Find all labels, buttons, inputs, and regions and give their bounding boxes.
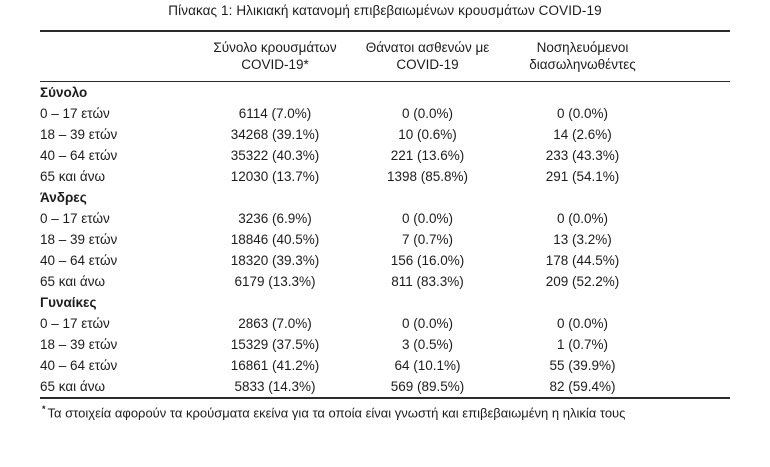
age-label: 18 – 39 ετών: [40, 126, 118, 142]
section-label: Γυναίκες: [40, 294, 97, 310]
age-label: 0 – 17 ετών: [40, 315, 110, 331]
spacer-cell: [660, 166, 730, 187]
cases-cell: 12030 (13.7%): [230, 168, 320, 184]
intubated-cell: 0 (0.0%): [556, 315, 609, 331]
table-row: 0 – 17 ετών 2863 (7.0%) 0 (0.0%) 0 (0.0%…: [40, 313, 730, 334]
deaths-cell: 156 (16.0%): [390, 252, 465, 268]
intubated-cell: 1 (0.7%): [556, 336, 609, 352]
age-label: 18 – 39 ετών: [40, 336, 118, 352]
deaths-cell: 3 (0.5%): [401, 336, 454, 352]
section-header-women: Γυναίκες: [40, 292, 730, 313]
spacer-cell: [660, 208, 730, 229]
deaths-cell: 7 (0.7%): [401, 231, 454, 247]
table-row: 40 – 64 ετών 16861 (41.2%) 64 (10.1%) 55…: [40, 355, 730, 376]
intubated-cell: 14 (2.6%): [553, 126, 612, 142]
section-header-total: Σύνολο: [40, 82, 730, 104]
age-label: 40 – 64 ετών: [40, 252, 118, 268]
deaths-cell: 569 (89.5%): [390, 378, 465, 394]
deaths-cell: 64 (10.1%): [394, 357, 461, 373]
footnote-text: Τα στοιχεία αφορούν τα κρούσματα εκείνα …: [47, 405, 626, 421]
spacer-cell: [660, 376, 730, 398]
cases-cell: 15329 (37.5%): [230, 336, 320, 352]
header-intubated-line2: διασωληνωθέντες: [529, 57, 636, 72]
covid-age-table-zone: Σύνολο κρουσμάτων COVID-19* Θάνατοι ασθε…: [40, 30, 770, 399]
deaths-cell: 811 (83.3%): [391, 273, 464, 289]
table-row: 18 – 39 ετών 34268 (39.1%) 10 (0.6%) 14 …: [40, 124, 730, 145]
page-title: Πίνακας 1: Ηλικιακή κατανομή επιβεβαιωμέ…: [168, 3, 602, 18]
header-deaths: Θάνατοι ασθενών με COVID-19: [350, 31, 505, 82]
header-row: Σύνολο κρουσμάτων COVID-19* Θάνατοι ασθε…: [40, 31, 730, 82]
cases-cell: 18846 (40.5%): [230, 231, 320, 247]
intubated-cell: 82 (59.4%): [549, 378, 616, 394]
header-spacer-cell: [660, 31, 730, 82]
intubated-cell: 291 (54.1%): [545, 168, 620, 184]
table-row: 40 – 64 ετών 18320 (39.3%) 156 (16.0%) 1…: [40, 250, 730, 271]
age-label: 0 – 17 ετών: [40, 210, 110, 226]
deaths-cell: 0 (0.0%): [401, 105, 454, 121]
cases-cell: 35322 (40.3%): [230, 147, 320, 163]
footnote-marker: *: [42, 404, 46, 414]
spacer-cell: [660, 250, 730, 271]
intubated-cell: 178 (44.5%): [545, 252, 620, 268]
cases-cell: 6179 (13.3%): [234, 273, 316, 289]
intubated-cell: 55 (39.9%): [549, 357, 616, 373]
header-intubated-line1: Νοσηλευόμενοι: [536, 40, 629, 55]
section-label: Άνδρες: [40, 189, 87, 205]
header-total-cases-line1: Σύνολο κρουσμάτων: [213, 40, 337, 55]
spacer-cell: [660, 103, 730, 124]
intubated-cell: 13 (3.2%): [553, 231, 612, 247]
age-label: 40 – 64 ετών: [40, 147, 118, 163]
deaths-cell: 1398 (85.8%): [386, 168, 469, 184]
section-header-men: Άνδρες: [40, 187, 730, 208]
intubated-cell: 233 (43.3%): [545, 147, 620, 163]
header-intubated: Νοσηλευόμενοι διασωληνωθέντες: [505, 31, 660, 82]
header-empty-cell: [40, 31, 200, 82]
table-row: 18 – 39 ετών 18846 (40.5%) 7 (0.7%) 13 (…: [40, 229, 730, 250]
header-total-cases: Σύνολο κρουσμάτων COVID-19*: [200, 31, 350, 82]
deaths-cell: 221 (13.6%): [390, 147, 465, 163]
header-deaths-line2: COVID-19: [396, 57, 459, 72]
age-label: 40 – 64 ετών: [40, 357, 118, 373]
intubated-cell: 0 (0.0%): [556, 210, 609, 226]
table-footnote: * Τα στοιχεία αφορούν τα κρούσματα εκείνα…: [42, 404, 770, 420]
table-row: 40 – 64 ετών 35322 (40.3%) 221 (13.6%) 2…: [40, 145, 730, 166]
table-row: 0 – 17 ετών 6114 (7.0%) 0 (0.0%) 0 (0.0%…: [40, 103, 730, 124]
section-label: Σύνολο: [40, 84, 88, 100]
spacer-cell: [660, 124, 730, 145]
intubated-cell: 209 (52.2%): [545, 273, 620, 289]
age-label: 18 – 39 ετών: [40, 231, 118, 247]
table-row: 0 – 17 ετών 3236 (6.9%) 0 (0.0%) 0 (0.0%…: [40, 208, 730, 229]
spacer-cell: [660, 313, 730, 334]
spacer-cell: [660, 334, 730, 355]
header-deaths-line1: Θάνατοι ασθενών με: [365, 40, 490, 55]
cases-cell: 18320 (39.3%): [230, 252, 320, 268]
cases-cell: 3236 (6.9%): [238, 210, 312, 226]
spacer-cell: [660, 229, 730, 250]
intubated-cell: 0 (0.0%): [556, 105, 609, 121]
age-label: 0 – 17 ετών: [40, 105, 110, 121]
age-label: 65 και άνω: [40, 168, 106, 184]
table-row: 65 και άνω 12030 (13.7%) 1398 (85.8%) 29…: [40, 166, 730, 187]
table-row: 65 και άνω 5833 (14.3%) 569 (89.5%) 82 (…: [40, 376, 730, 398]
table-row: 65 και άνω 6179 (13.3%) 811 (83.3%) 209 …: [40, 271, 730, 292]
age-label: 65 και άνω: [40, 273, 106, 289]
cases-cell: 2863 (7.0%): [238, 315, 312, 331]
deaths-cell: 0 (0.0%): [401, 315, 454, 331]
table-row: 18 – 39 ετών 15329 (37.5%) 3 (0.5%) 1 (0…: [40, 334, 730, 355]
header-total-cases-line2: COVID-19*: [241, 57, 309, 72]
spacer-cell: [660, 271, 730, 292]
cases-cell: 5833 (14.3%): [234, 378, 316, 394]
spacer-cell: [660, 355, 730, 376]
deaths-cell: 10 (0.6%): [398, 126, 457, 142]
cases-cell: 34268 (39.1%): [230, 126, 320, 142]
age-label: 65 και άνω: [40, 378, 106, 394]
spacer-cell: [660, 145, 730, 166]
cases-cell: 6114 (7.0%): [238, 105, 312, 121]
cases-cell: 16861 (41.2%): [230, 357, 320, 373]
covid-age-distribution-table: Σύνολο κρουσμάτων COVID-19* Θάνατοι ασθε…: [40, 30, 730, 399]
deaths-cell: 0 (0.0%): [401, 210, 454, 226]
